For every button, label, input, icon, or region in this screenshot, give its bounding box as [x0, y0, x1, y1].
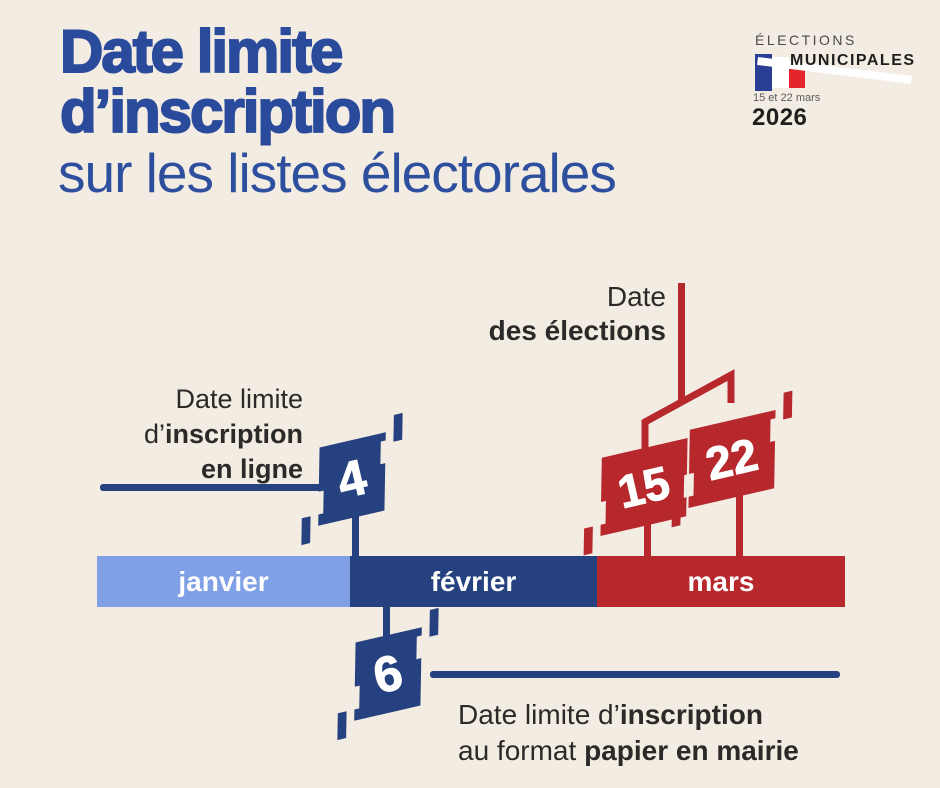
badge-dash [583, 526, 593, 556]
elections-date-label: Date des élections [420, 280, 666, 348]
badge-notch [683, 472, 694, 498]
badge-notch [416, 633, 427, 659]
elections-label-line1: Date [606, 281, 666, 312]
online-label-line2-regular: d’ [143, 419, 165, 449]
online-label-line1: Date limite [175, 384, 303, 414]
title-line-1: Date limite [59, 18, 344, 85]
day-badge-4: 4 [301, 412, 403, 546]
paper-label-line2-bold: papier en mairie [584, 735, 799, 766]
day-badge-6: 6 [337, 607, 439, 741]
logo-election-dates: 15 et 22 mars [753, 92, 821, 104]
elections-label-line2: des élections [488, 315, 666, 346]
timeline-month-fevrier: février [350, 556, 597, 607]
paper-label-line1-bold: inscription [619, 699, 763, 730]
subtitle: sur les listes électorales [58, 142, 617, 204]
paper-label-line2-regular: au format [458, 735, 585, 766]
elections-municipales-logo: ÉLECTIONS MUNICIPALES 15 et 22 mars 2026 [748, 30, 923, 135]
badge-notch [313, 490, 324, 516]
badge-dash [337, 711, 347, 741]
badge-dash [783, 390, 793, 420]
badge-number: 15 [613, 455, 676, 519]
badge-4-stem [352, 508, 359, 558]
elections-vertical-line [678, 283, 685, 402]
badge-22-stem [736, 490, 743, 558]
online-deadline-line [100, 484, 324, 491]
badge-number: 4 [332, 448, 373, 510]
badge-dash [429, 607, 439, 637]
badge-notch [770, 416, 781, 442]
badge-dash [671, 498, 681, 528]
online-label-line3: en ligne [200, 454, 303, 484]
paper-deadline-line [430, 671, 840, 678]
logo-word-municipales: MUNICIPALES [790, 52, 916, 69]
month-label: mars [687, 565, 755, 597]
badge-dash [301, 516, 311, 546]
title-line-2: d’inscription [59, 78, 397, 145]
paper-label-line1-regular: Date limite d’ [458, 699, 620, 730]
paper-deadline-label: Date limite d’inscription au format papi… [458, 697, 858, 769]
online-label-line2-bold: inscription [164, 419, 303, 449]
badge-number: 6 [368, 643, 409, 705]
badge-notch [349, 685, 360, 711]
online-deadline-label: Date limite d’inscription en ligne [85, 382, 303, 487]
badge-notch [380, 438, 391, 464]
timeline-month-mars: mars [597, 556, 845, 607]
month-label: février [430, 565, 517, 597]
logo-word-elections: ÉLECTIONS [755, 32, 857, 48]
badge-number: 22 [701, 427, 764, 491]
badge-6-stem [383, 604, 390, 650]
elections-bracket [641, 369, 735, 450]
month-label: janvier [178, 565, 269, 597]
timeline-month-janvier: janvier [97, 556, 350, 607]
badge-dash [393, 412, 403, 442]
timeline-bar: janvier février mars [97, 556, 845, 607]
badge-15-stem [644, 508, 651, 558]
logo-year: 2026 [752, 104, 808, 131]
badge-notch [595, 500, 606, 526]
